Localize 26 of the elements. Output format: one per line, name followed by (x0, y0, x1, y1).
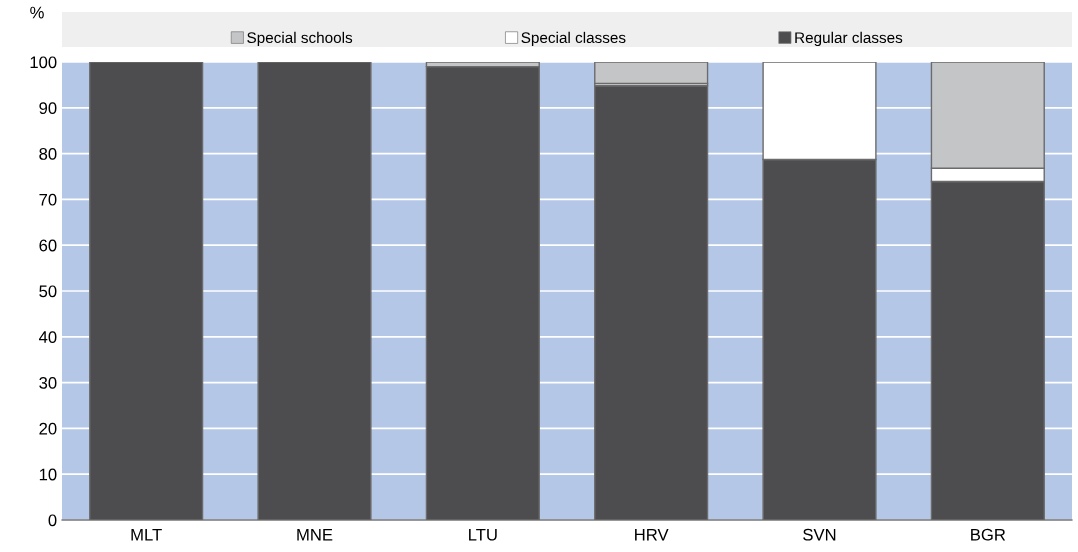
y-tick-label: 30 (39, 377, 57, 389)
x-tick-label: SVN (803, 528, 836, 541)
legend-label: Special schools (247, 31, 353, 47)
legend-label: Special classes (521, 31, 626, 47)
y-tick-label: 10 (39, 468, 57, 481)
y-axis-title: % (30, 6, 44, 19)
y-tick-label: 100 (30, 56, 57, 69)
x-tick-label: BGR (971, 528, 1006, 541)
y-tick-label: 80 (39, 148, 57, 160)
y-tick-label: 60 (39, 239, 57, 252)
y-tick-label: 50 (39, 285, 57, 298)
x-tick-label: MNE (297, 528, 333, 541)
y-tick-label: 70 (39, 193, 57, 206)
bar (594, 85, 709, 520)
bar (594, 62, 709, 85)
x-tick-label: LTU (469, 528, 497, 541)
x-tick-label: HRV (635, 528, 669, 541)
bar (89, 62, 204, 520)
y-tick-label: 40 (38, 331, 57, 343)
y-tick-label: 20 (39, 422, 57, 435)
legend-label: Regular classes (795, 31, 903, 47)
x-tick-label: MLT (131, 528, 162, 541)
bar (425, 65, 540, 520)
y-tick-label: 0 (48, 514, 57, 527)
bar (257, 62, 372, 520)
y-tick-label: 90 (39, 102, 57, 114)
